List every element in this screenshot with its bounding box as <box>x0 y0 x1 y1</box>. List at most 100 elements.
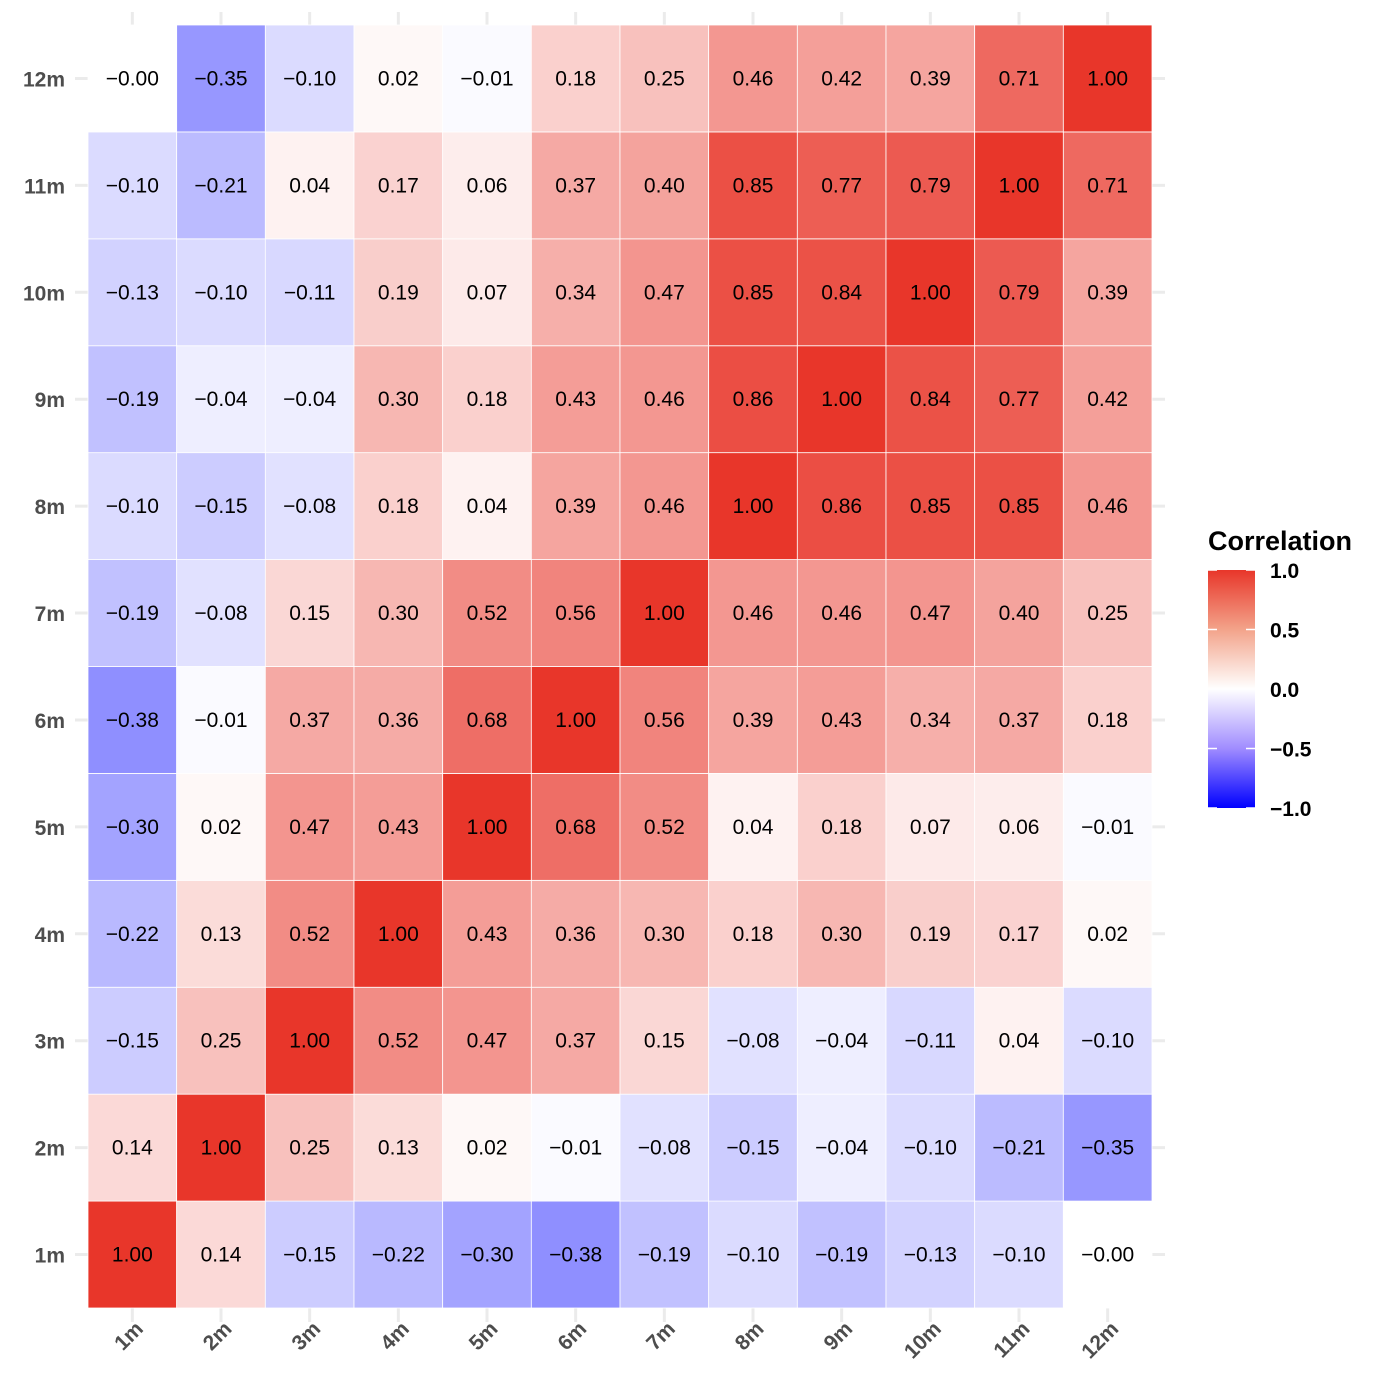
cell-value-label: −0.22 <box>372 1244 425 1267</box>
cell-value-label: −0.08 <box>194 602 247 625</box>
heatmap-cell <box>353 879 444 988</box>
cell-value-label: 0.06 <box>999 816 1040 839</box>
cell-value-label: −0.04 <box>194 388 247 411</box>
heatmap-cell <box>974 452 1064 560</box>
cell-value-label: 0.30 <box>378 602 419 625</box>
cell-value-label: −0.11 <box>284 281 336 304</box>
heatmap-cell <box>885 559 976 667</box>
cell-value-label: 1.00 <box>733 495 774 518</box>
cell-value-label: 0.04 <box>467 495 508 518</box>
cell-value-label: 0.36 <box>555 923 596 946</box>
cell-value-label: 0.86 <box>821 495 862 518</box>
heatmap-cell <box>176 986 266 1095</box>
cell-value-label: 0.37 <box>999 709 1040 732</box>
cell-value-label: 0.40 <box>999 602 1040 625</box>
cell-value-label: 0.85 <box>910 495 951 518</box>
cell-value-label: 0.13 <box>201 923 242 946</box>
heatmap-cell <box>176 879 266 988</box>
cell-value-label: 0.25 <box>644 67 685 90</box>
heatmap-cell <box>974 773 1064 881</box>
heatmap-cell <box>708 1093 798 1202</box>
x-tick-label: 4m <box>376 1317 414 1355</box>
heatmap-cell <box>87 1093 178 1202</box>
cell-value-label: 0.84 <box>821 281 862 304</box>
cell-value-label: 0.15 <box>644 1030 685 1053</box>
x-tick-label: 6m <box>553 1317 591 1355</box>
cell-value-label: −0.08 <box>726 1030 779 1053</box>
cell-value-label: 0.46 <box>644 388 685 411</box>
cell-value-label: 0.46 <box>733 602 774 625</box>
cell-value-label: −0.10 <box>106 174 159 197</box>
cell-value-label: 1.00 <box>467 816 508 839</box>
heatmap-cell <box>442 1093 532 1202</box>
cell-value-label: −0.35 <box>194 67 247 90</box>
heatmap-cell <box>264 24 355 133</box>
x-tick-label: 11m <box>989 1317 1034 1362</box>
y-tick-label: 4m <box>35 924 65 947</box>
cell-value-label: 0.79 <box>910 174 951 197</box>
heatmap-cell <box>885 773 976 881</box>
cell-value-label: 0.43 <box>555 388 596 411</box>
cell-value-label: 0.13 <box>378 1137 419 1160</box>
heatmap-cell <box>176 345 266 454</box>
cell-value-label: −0.15 <box>283 1244 336 1267</box>
heatmap-cell <box>1062 345 1153 454</box>
heatmap-cell <box>1062 452 1153 560</box>
cell-value-label: 0.02 <box>1087 923 1128 946</box>
cell-value-label: −0.11 <box>905 1030 957 1053</box>
cell-value-label: 0.19 <box>378 281 419 304</box>
heatmap-cell <box>442 452 532 560</box>
heatmap-cell <box>974 666 1064 774</box>
heatmap-cell <box>619 452 710 560</box>
cell-value-label: 0.30 <box>644 923 685 946</box>
cell-value-label: 0.02 <box>201 816 242 839</box>
x-tick-label: 7m <box>642 1317 680 1355</box>
cell-value-label: 0.85 <box>733 281 774 304</box>
heatmap-cell <box>353 666 444 774</box>
cell-value-label: −0.15 <box>726 1137 779 1160</box>
y-tick-label: 1m <box>35 1245 65 1268</box>
heatmap-cell <box>1062 879 1153 988</box>
heatmap-cell <box>176 24 266 133</box>
heatmap-cell <box>87 773 178 881</box>
legend-title: Correlation <box>1208 526 1352 556</box>
cell-value-label: 0.56 <box>644 709 685 732</box>
cell-value-label: −0.00 <box>1081 1244 1134 1267</box>
cell-value-label: 0.17 <box>999 923 1040 946</box>
cell-value-label: 0.39 <box>910 67 951 90</box>
cell-value-label: −0.38 <box>106 709 159 732</box>
heatmap-cell <box>708 452 798 560</box>
cell-value-label: 0.18 <box>378 495 419 518</box>
heatmap-cell <box>974 986 1064 1095</box>
heatmap-cell <box>708 1200 798 1309</box>
heatmap-cell <box>708 986 798 1095</box>
cell-value-label: 0.37 <box>555 174 596 197</box>
heatmap-cell <box>974 345 1064 454</box>
heatmap-cells: 1.00 0.14 −0.15 −0.22 −0.30 −0.38 −0.19 −0.10 −0… <box>87 24 1153 1309</box>
cell-value-label: 0.25 <box>201 1030 242 1053</box>
cell-value-label: 0.36 <box>378 709 419 732</box>
heatmap-cell <box>619 879 710 988</box>
cell-value-label: 0.47 <box>289 816 330 839</box>
heatmap-cell <box>619 24 710 133</box>
x-tick-label: 10m <box>900 1317 946 1363</box>
heatmap-cell <box>87 131 178 240</box>
cell-value-label: −0.01 <box>549 1137 602 1160</box>
heatmap-cell <box>1062 238 1153 347</box>
cell-value-label: 0.18 <box>821 816 862 839</box>
heatmap-cell <box>353 773 444 881</box>
heatmap-cell <box>974 559 1064 667</box>
y-tick-label: 9m <box>35 389 65 412</box>
heatmap-cell <box>442 131 532 240</box>
cell-value-label: 0.04 <box>289 174 330 197</box>
cell-value-label: 1.00 <box>821 388 862 411</box>
heatmap-cell <box>264 1200 355 1309</box>
y-tick-label: 3m <box>35 1031 65 1054</box>
heatmap-cell <box>619 773 710 881</box>
cell-value-label: −0.10 <box>904 1137 957 1160</box>
heatmap-cell <box>353 131 444 240</box>
heatmap-cell <box>176 1093 266 1202</box>
heatmap-cell <box>974 238 1064 347</box>
cell-value-label: 0.47 <box>910 602 951 625</box>
cell-value-label: 0.56 <box>555 602 596 625</box>
